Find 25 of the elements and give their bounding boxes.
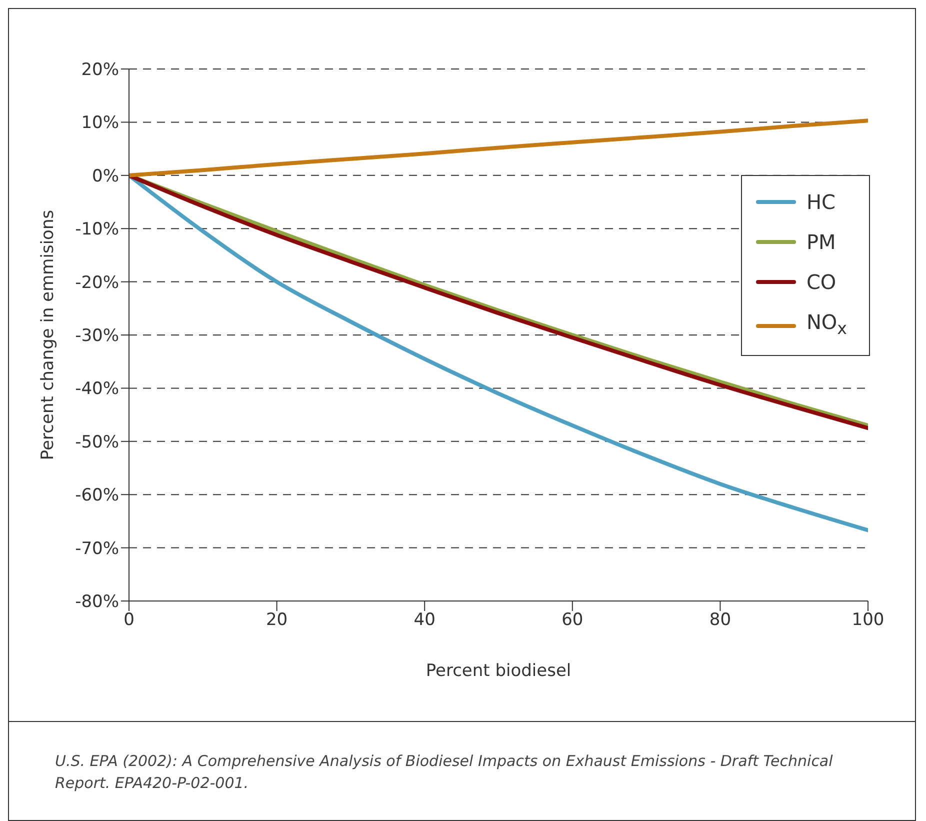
legend-label: PM <box>806 229 836 256</box>
legend-label: HC <box>806 189 836 216</box>
y-tick-label: 20% <box>81 60 119 80</box>
y-tick-label: -80% <box>75 592 119 612</box>
text: U.S. EPA (2002): A Comprehensive Analysis of Biodiesel Impacts on Exhaust Emissions - Draft Technical Report. EPA420-P-02-001. <box>55 751 834 794</box>
y-tick-label: -10% <box>75 220 119 240</box>
y-tick-label: -40% <box>75 379 119 400</box>
y-tick-label: 10% <box>81 113 119 134</box>
x-axis-title: Percent biodiesel <box>426 661 572 681</box>
x-tick-label: 60 <box>562 610 584 630</box>
x-tick-label: 20 <box>266 610 288 630</box>
y-tick-label: -70% <box>75 538 119 559</box>
x-tick-label: 80 <box>709 610 732 630</box>
legend-label: CO <box>806 269 836 296</box>
x-tick-label: 0 <box>124 610 134 630</box>
y-tick-label: -30% <box>75 326 119 346</box>
x-tick-label: 100 <box>852 610 884 630</box>
y-tick-label: 0% <box>92 166 119 186</box>
line-series <box>129 118 868 178</box>
y-tick-label: -60% <box>75 486 119 506</box>
y-axis-title: Percent change in emmisions <box>38 210 58 460</box>
legend-label: NO$_{x}$ <box>806 309 847 340</box>
y-tick-label: -50% <box>75 432 119 452</box>
y-tick-label: -20% <box>75 272 119 293</box>
x-tick-label: 40 <box>414 610 436 630</box>
